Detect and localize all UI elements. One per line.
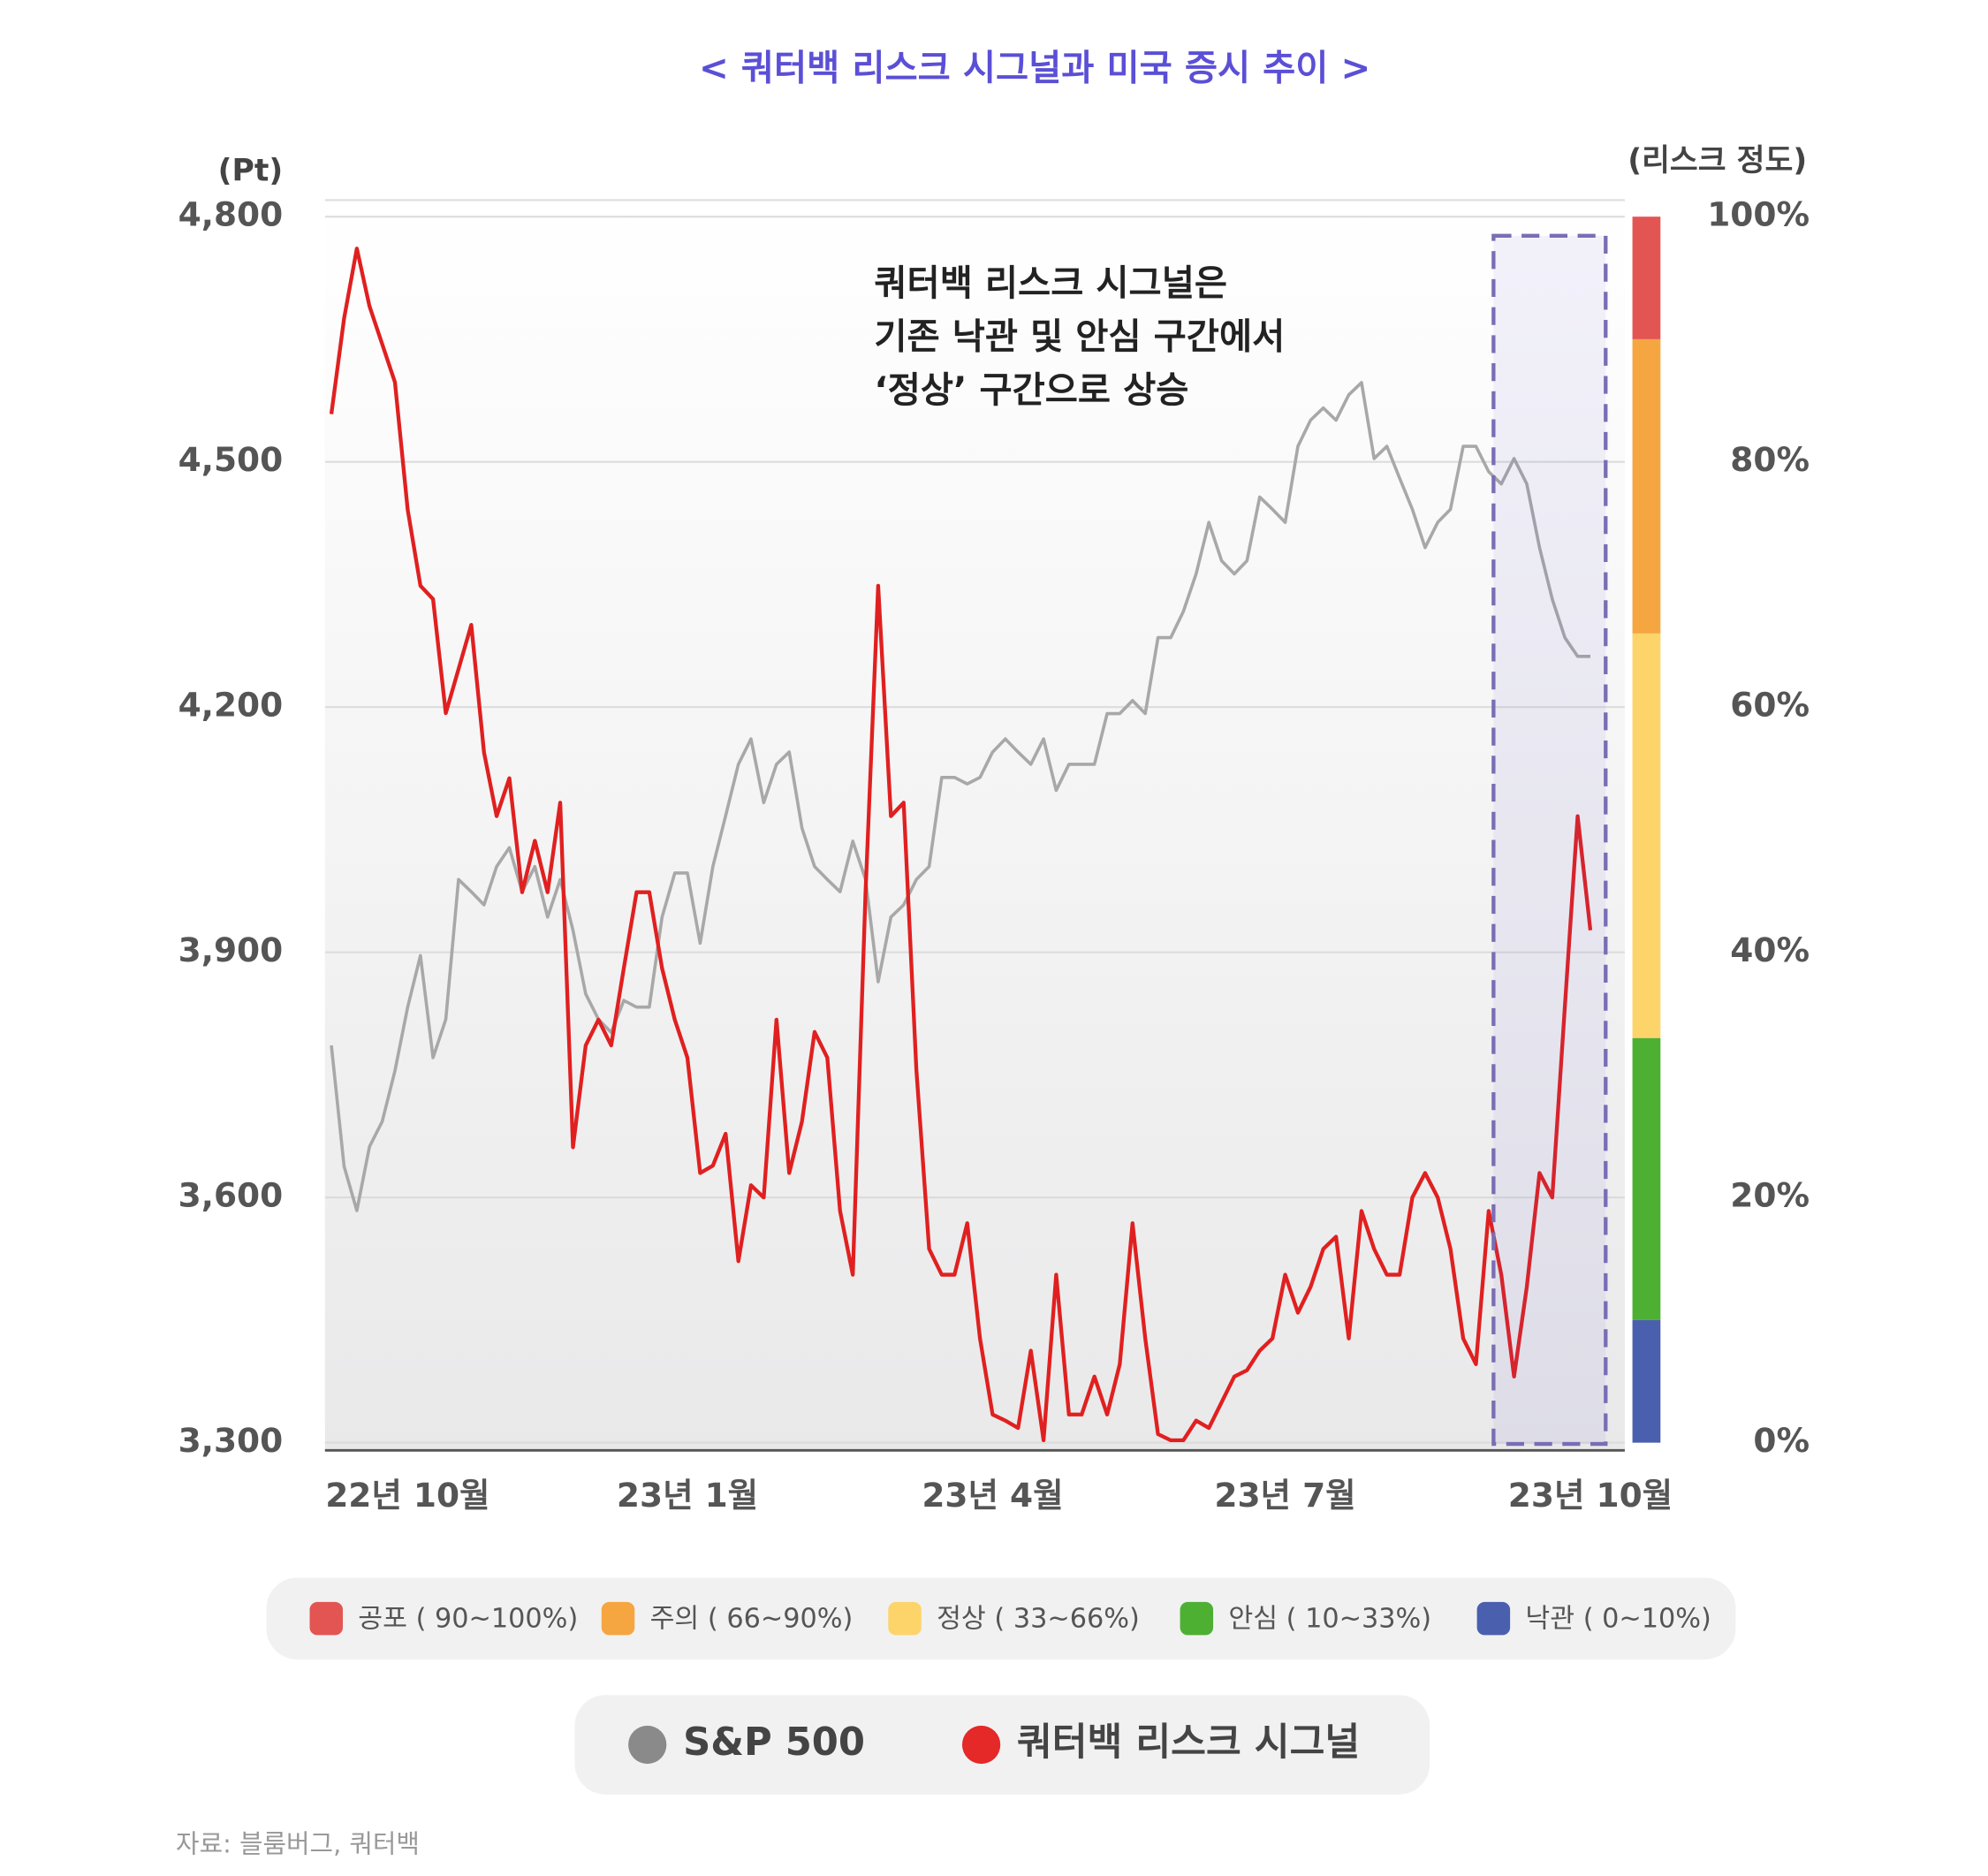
annotation: ‘정상’ 구간으로 상승	[874, 369, 1188, 411]
y2-tick-label: 80%	[1730, 440, 1810, 479]
y2-tick-label: 0%	[1753, 1421, 1810, 1460]
y-tick-label: 3,300	[178, 1421, 284, 1460]
y-tick-label: 3,600	[178, 1176, 284, 1215]
y-tick-label: 4,500	[178, 440, 284, 479]
y-axis-label: (Pt)	[218, 154, 284, 189]
source: 자료: 블룸버그, 쿼터백	[176, 1828, 420, 1858]
y2-tick-label: 100%	[1707, 195, 1810, 234]
y2-axis-label: (리스크 정도)	[1628, 143, 1807, 178]
series-legend-box	[574, 1695, 1430, 1795]
x-tick-label: 23년 1월	[617, 1476, 758, 1515]
y2-tick-label: 40%	[1730, 930, 1810, 969]
chart-title: < 쿼터백 리스크 시그널과 미국 증시 추이 >	[699, 47, 1370, 88]
legend-label: 정상 ( 33~66%)	[937, 1604, 1140, 1635]
legend-label: 안심 ( 10~33%)	[1228, 1604, 1431, 1635]
risk-band	[1632, 216, 1661, 339]
legend-label: 쿼터백 리스크 시그널	[1017, 1720, 1360, 1765]
x-tick-label: 23년 4월	[922, 1476, 1063, 1515]
legend-swatch	[1476, 1601, 1511, 1636]
legend-label: 낙관 ( 0~10%)	[1525, 1604, 1711, 1635]
y-tick-label: 3,900	[178, 930, 284, 969]
risk-band	[1632, 1319, 1661, 1443]
risk-band	[1632, 338, 1661, 634]
y-tick-label: 4,200	[178, 686, 284, 725]
x-tick-label: 22년 10월	[325, 1476, 489, 1515]
x-tick-label: 23년 10월	[1508, 1476, 1673, 1515]
y2-tick-label: 60%	[1730, 686, 1810, 725]
legend-label: 주의 ( 66~90%)	[650, 1604, 854, 1635]
plot-background	[324, 200, 1625, 1451]
series-line	[330, 381, 1590, 1212]
highlight-box	[1491, 233, 1608, 1447]
legend-label: 공포 ( 90~100%)	[358, 1604, 578, 1635]
x-tick-label: 23년 7월	[1214, 1476, 1355, 1515]
risk-band	[1632, 1037, 1661, 1320]
annotation: 쿼터백 리스크 시그널은	[874, 262, 1227, 304]
band-legend-box	[266, 1577, 1736, 1660]
legend-label: S&P 500	[683, 1720, 865, 1765]
legend-swatch	[888, 1601, 922, 1636]
series-line	[329, 247, 1593, 1443]
annotation: 기존 낙관 및 안심 구간에서	[874, 316, 1285, 358]
legend-swatch	[961, 1725, 1001, 1765]
legend-swatch	[628, 1725, 667, 1765]
y2-tick-label: 20%	[1730, 1176, 1810, 1215]
risk-band	[1632, 633, 1661, 1038]
y-tick-label: 4,800	[178, 195, 284, 234]
plot: 3,300 3,600 3,900 4,200 4,500 4,800 0% 20% 40% 60…	[178, 195, 1810, 1515]
legend-swatch	[309, 1601, 344, 1636]
legend-swatch	[1180, 1601, 1214, 1636]
legend-swatch	[601, 1601, 635, 1636]
